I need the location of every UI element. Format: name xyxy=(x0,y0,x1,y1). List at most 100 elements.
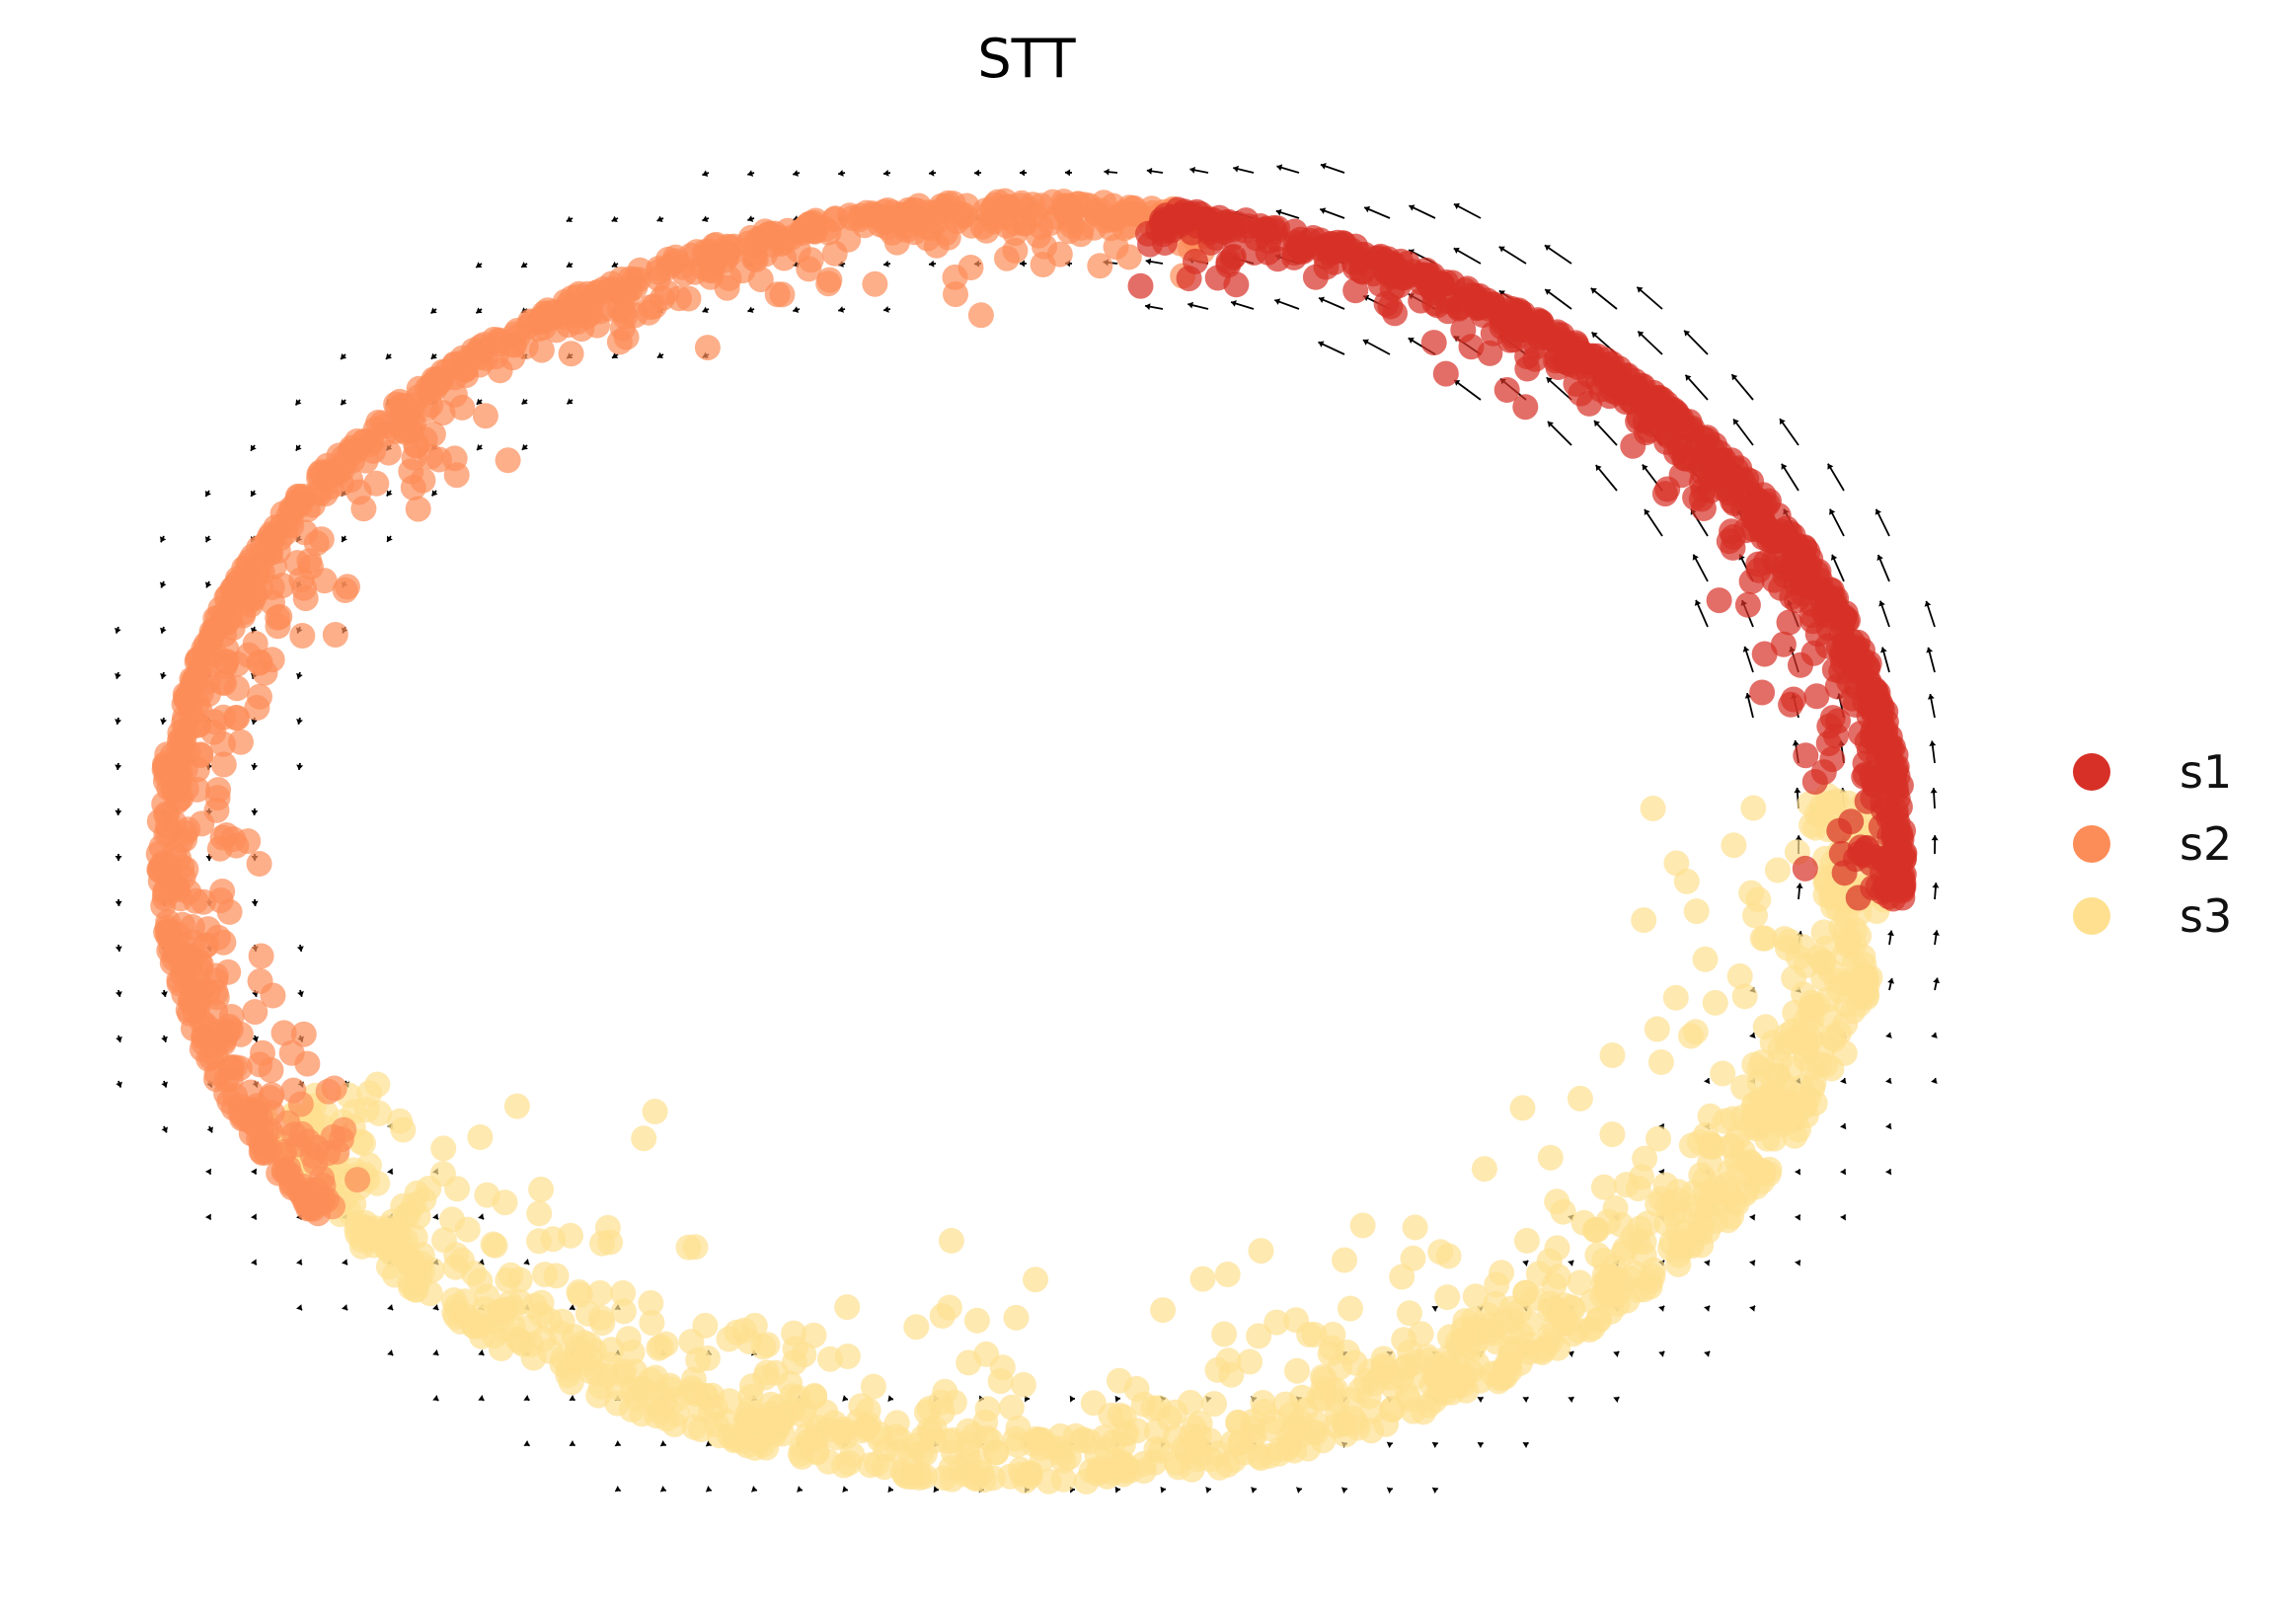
velocity-arrow xyxy=(1546,376,1572,401)
data-point-s3 xyxy=(675,1234,702,1261)
velocity-arrow xyxy=(1829,508,1845,537)
data-point-s1 xyxy=(1816,713,1843,739)
data-point-s3 xyxy=(983,1439,1010,1466)
velocity-arrow xyxy=(159,535,167,543)
data-point-s1 xyxy=(1347,241,1373,268)
velocity-arrow xyxy=(1885,1077,1892,1085)
data-point-s3 xyxy=(694,1344,721,1371)
velocity-arrow xyxy=(250,444,257,452)
data-point-s2 xyxy=(170,864,196,890)
velocity-arrow xyxy=(1144,303,1164,311)
data-point-s3 xyxy=(1599,1042,1626,1068)
velocity-arrow xyxy=(295,444,302,452)
data-point-s3 xyxy=(1645,1190,1671,1217)
data-point-s3 xyxy=(510,1331,537,1357)
data-point-s3 xyxy=(1396,1300,1422,1327)
data-point-s2 xyxy=(284,550,311,576)
data-point-s3 xyxy=(1764,857,1791,883)
velocity-arrow xyxy=(1362,339,1391,355)
velocity-arrow xyxy=(1498,246,1527,265)
velocity-arrow xyxy=(115,762,122,771)
data-point-s2 xyxy=(389,417,416,443)
data-point-s3 xyxy=(439,1206,465,1233)
velocity-arrow xyxy=(1933,977,1941,991)
velocity-arrow xyxy=(1104,168,1118,176)
data-point-s2 xyxy=(248,943,274,969)
velocity-arrow xyxy=(1453,379,1482,401)
data-point-s2 xyxy=(320,1193,345,1220)
velocity-arrow xyxy=(1613,1396,1620,1403)
data-point-s3 xyxy=(366,1100,393,1126)
data-point-s3 xyxy=(430,1135,457,1162)
velocity-arrow xyxy=(1827,463,1845,492)
data-point-s3 xyxy=(860,1373,886,1400)
data-point-s3 xyxy=(1581,1216,1608,1243)
data-point-s2 xyxy=(375,439,402,466)
data-point-s2 xyxy=(270,1020,297,1046)
data-point-s2 xyxy=(322,622,348,648)
velocity-arrow xyxy=(569,1439,576,1447)
velocity-arrow xyxy=(252,1035,259,1042)
data-point-s3 xyxy=(987,1368,1014,1395)
data-point-s3 xyxy=(1462,1283,1489,1310)
data-point-s3 xyxy=(1317,1341,1343,1367)
data-point-s3 xyxy=(358,1226,385,1253)
data-point-s1 xyxy=(1882,798,1909,824)
data-point-s2 xyxy=(769,281,796,308)
data-point-s3 xyxy=(939,1466,965,1493)
data-point-s3 xyxy=(1665,1251,1692,1277)
data-point-s1 xyxy=(1850,647,1876,673)
data-point-s2 xyxy=(289,623,316,649)
data-point-s3 xyxy=(1726,962,1753,989)
velocity-arrow xyxy=(296,944,304,953)
velocity-arrow xyxy=(1205,1486,1212,1494)
data-point-s3 xyxy=(1832,970,1859,997)
data-point-s3 xyxy=(681,1414,708,1440)
data-point-s3 xyxy=(1211,1321,1238,1347)
data-point-s2 xyxy=(487,331,513,357)
velocity-arrow xyxy=(432,1304,439,1311)
data-point-s2 xyxy=(292,585,319,612)
data-point-s3 xyxy=(1544,1235,1570,1262)
data-point-s3 xyxy=(834,1294,861,1321)
velocity-arrow xyxy=(1613,1350,1620,1357)
data-point-s3 xyxy=(1338,1295,1363,1322)
data-point-s2 xyxy=(203,797,230,823)
data-point-s3 xyxy=(812,1399,839,1425)
data-point-s3 xyxy=(1130,1391,1157,1418)
data-point-s1 xyxy=(1770,631,1797,657)
data-point-s2 xyxy=(302,1150,329,1177)
data-point-s3 xyxy=(1445,1368,1472,1395)
velocity-arrow xyxy=(387,1349,394,1356)
data-point-s3 xyxy=(558,1222,583,1249)
data-point-s3 xyxy=(1408,1321,1434,1347)
data-point-s3 xyxy=(497,1262,524,1288)
data-point-s3 xyxy=(1736,1148,1763,1175)
velocity-arrow xyxy=(523,1439,531,1447)
data-point-s2 xyxy=(207,595,234,622)
data-point-s1 xyxy=(1379,253,1405,279)
data-point-s2 xyxy=(224,705,251,731)
velocity-arrow xyxy=(1019,260,1028,268)
data-point-s1 xyxy=(1409,262,1435,288)
velocity-arrow xyxy=(204,535,212,543)
velocity-arrow xyxy=(1929,740,1937,764)
data-point-s3 xyxy=(528,1301,555,1328)
velocity-arrow xyxy=(1114,1486,1121,1494)
data-point-s3 xyxy=(1749,925,1776,952)
data-point-s2 xyxy=(344,1167,371,1193)
velocity-arrow xyxy=(161,1125,169,1133)
data-point-s1 xyxy=(1576,349,1602,376)
data-point-s1 xyxy=(1738,568,1765,594)
data-point-s3 xyxy=(1812,1051,1839,1078)
velocity-arrow xyxy=(1749,1305,1756,1312)
data-point-s1 xyxy=(1829,643,1856,669)
data-point-s2 xyxy=(244,1093,270,1119)
data-point-s3 xyxy=(1683,898,1710,925)
data-point-s2 xyxy=(335,574,360,600)
data-point-s1 xyxy=(1706,587,1732,614)
data-point-s3 xyxy=(610,1298,637,1325)
data-point-s3 xyxy=(390,1116,417,1143)
velocity-arrow xyxy=(478,1394,485,1402)
